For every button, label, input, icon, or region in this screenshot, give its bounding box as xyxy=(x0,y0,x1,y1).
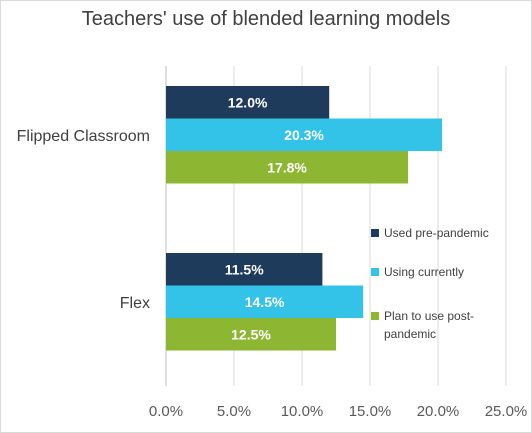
bar xyxy=(166,318,336,351)
x-tick-label: 5.0% xyxy=(217,403,251,420)
bar xyxy=(166,285,364,318)
category-label: Flipped Classroom xyxy=(17,128,150,145)
category-label: Flex xyxy=(120,295,150,312)
legend-swatch xyxy=(371,312,379,320)
x-tick-label: 25.0% xyxy=(485,403,528,420)
bar-data-label: 17.8% xyxy=(267,159,307,175)
x-tick-label: 10.0% xyxy=(281,403,324,420)
bar-data-label: 14.5% xyxy=(245,294,285,310)
bar xyxy=(166,151,409,184)
legend-swatch xyxy=(371,268,379,276)
bar-data-label: 12.0% xyxy=(228,94,268,110)
x-tick-label: 15.0% xyxy=(349,403,392,420)
bar-data-label: 11.5% xyxy=(225,261,264,277)
bar-data-label: 20.3% xyxy=(284,127,324,143)
chart-title: Teachers' use of blended learning models xyxy=(81,8,451,30)
x-tick-label: 0.0% xyxy=(149,403,183,420)
bar xyxy=(166,253,323,286)
bar-data-label: 12.5% xyxy=(231,326,271,342)
legend-swatch xyxy=(371,229,379,237)
bar xyxy=(166,118,443,151)
legend-label: Using currently xyxy=(384,265,464,279)
legend-label: pandemic xyxy=(384,327,436,341)
bar xyxy=(166,86,330,119)
x-tick-label: 20.0% xyxy=(417,403,460,420)
legend-label: Plan to use post- xyxy=(384,309,474,323)
legend-label: Used pre-pandemic xyxy=(384,226,489,240)
